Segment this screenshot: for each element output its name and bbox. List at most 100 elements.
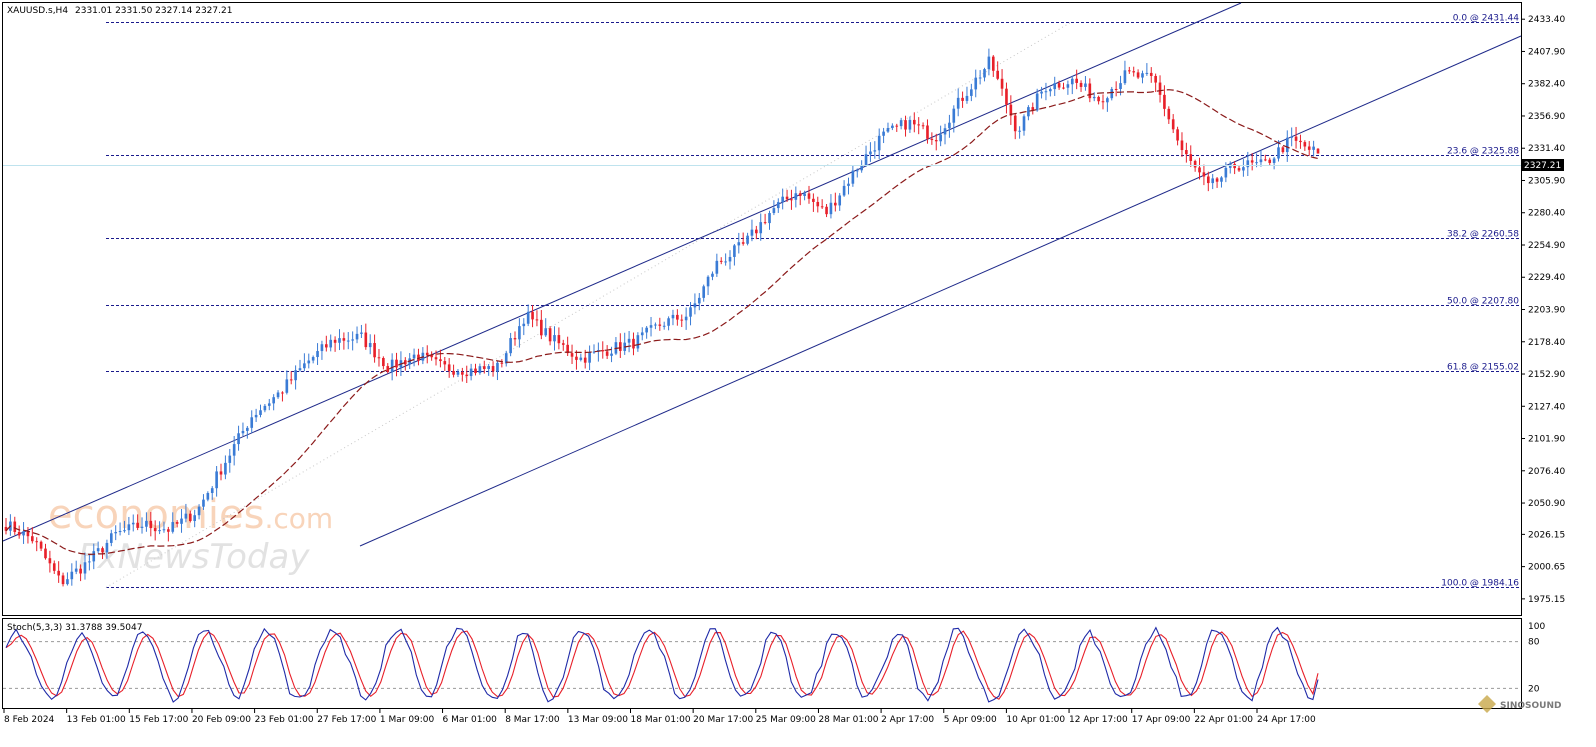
candle-body [1035, 93, 1039, 111]
candle-body [548, 328, 552, 342]
candle-body [311, 357, 315, 361]
candle-body [658, 324, 662, 326]
time-tick-label: 6 Mar 01:00 [443, 715, 498, 725]
candle-body [1255, 162, 1258, 164]
candle-body [741, 242, 745, 244]
candle-body [101, 548, 104, 553]
candle-body [807, 193, 811, 199]
candle-body [447, 364, 451, 371]
candle-body [1053, 83, 1057, 90]
price-tick-label: 2000.65 [1528, 563, 1565, 573]
price-tick-label: 2356.90 [1528, 112, 1565, 122]
time-tick-label: 18 Mar 01:00 [631, 715, 691, 725]
candle-body [123, 530, 126, 532]
candle-body [1215, 178, 1219, 182]
candle-body [579, 357, 583, 360]
candle-body [1158, 82, 1162, 95]
time-tick-label: 25 Mar 09:00 [756, 715, 816, 725]
candle-body [92, 551, 96, 562]
candle-body [136, 522, 139, 528]
candle-body [781, 196, 784, 203]
candle-body [109, 533, 113, 543]
candle-body [816, 201, 820, 207]
candle-body [1066, 84, 1070, 88]
candle-body [1246, 160, 1250, 168]
price-tick-label: 2305.90 [1528, 176, 1565, 186]
candle-body [904, 120, 907, 130]
candle-body [601, 350, 605, 352]
candle-body [434, 357, 438, 360]
candle-body [219, 471, 223, 475]
candle-body [118, 530, 122, 533]
corner-logo-icon [1478, 695, 1496, 713]
candle-body [66, 579, 69, 585]
candle-body [57, 570, 60, 576]
candle-body [360, 332, 363, 334]
candle-body [478, 366, 482, 374]
channel-layer [2, 2, 1522, 547]
corner-logo: SINOSOUND [1478, 695, 1561, 713]
price-axis: 2433.40 2407.90 2382.40 2356.90 2331.40 2305.… [1521, 15, 1565, 605]
candle-body [1163, 94, 1166, 109]
candle-body [131, 522, 135, 525]
candle-body [535, 319, 539, 321]
candle-body [798, 193, 802, 196]
candle-body [289, 379, 293, 381]
current-price-box [1522, 159, 1564, 171]
candle-body [1088, 83, 1092, 99]
fib-level-label: 0.0 @ 2431.44 [1453, 14, 1520, 24]
candle-body [680, 319, 684, 321]
candle-layer [4, 48, 1320, 587]
candle-body [912, 119, 916, 125]
candle-body [504, 353, 508, 364]
candle-body [592, 351, 596, 353]
candle-body [1176, 129, 1179, 141]
candle-body [105, 542, 109, 553]
candle-body [158, 530, 161, 532]
candle-body [540, 319, 543, 336]
candle-body [1303, 142, 1307, 147]
candle-body [188, 513, 192, 521]
candle-body [22, 531, 25, 536]
candle-body [259, 410, 262, 415]
candle-body [364, 332, 368, 348]
candle-body [531, 311, 534, 320]
candle-body [13, 521, 17, 532]
candle-body [583, 357, 587, 363]
candle-body [632, 338, 635, 349]
candle-body [456, 372, 460, 375]
time-tick-label: 8 Mar 17:00 [505, 715, 560, 725]
candle-body [202, 499, 205, 507]
candle-body [737, 242, 741, 246]
candle-body [1290, 136, 1293, 138]
price-tick-label: 2178.40 [1528, 338, 1565, 348]
candle-body [636, 335, 640, 349]
candle-body [926, 125, 929, 139]
fib-connector-line [105, 21, 1073, 588]
candle-body [39, 541, 43, 549]
candle-body [1189, 154, 1193, 161]
candle-body [755, 229, 758, 234]
candle-body [162, 529, 166, 531]
candle-body [83, 562, 87, 574]
candle-body [930, 138, 934, 141]
candle-body [956, 97, 960, 109]
candle-body [232, 444, 236, 456]
candle-body [294, 370, 297, 381]
channel-upper-line [2, 2, 1242, 542]
candle-body [193, 515, 196, 521]
candle-body [96, 548, 100, 552]
candle-body [820, 206, 824, 208]
candle-body [61, 575, 65, 585]
candle-body [1119, 83, 1122, 89]
candle-body [522, 323, 526, 327]
time-tick-label: 8 Feb 2024 [4, 715, 55, 725]
candle-body [684, 316, 688, 321]
candle-body [1149, 72, 1153, 76]
price-tick-label: 1975.15 [1528, 595, 1565, 605]
candle-body [1031, 107, 1035, 111]
candle-body [491, 366, 495, 372]
candle-body [1044, 91, 1048, 93]
candle-body [368, 343, 372, 348]
